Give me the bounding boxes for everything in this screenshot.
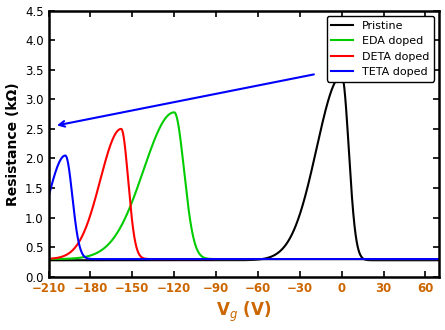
- EDA doped: [258, 257, 263, 261]
- TETA doped: [104, 257, 109, 261]
- EDA doped: [247, 257, 253, 261]
- DETA doped: [247, 257, 253, 261]
- Pristine: [233, 258, 238, 262]
- Line: EDA doped: EDA doped: [49, 112, 442, 259]
- DETA doped: [104, 155, 109, 159]
- TETA doped: [247, 257, 253, 261]
- EDA doped: [331, 257, 336, 261]
- TETA doped: [331, 257, 336, 261]
- TETA doped: [46, 194, 51, 198]
- EDA doped: [171, 110, 177, 114]
- DETA doped: [438, 257, 444, 261]
- X-axis label: V$_g$ (V): V$_g$ (V): [216, 300, 272, 324]
- EDA doped: [413, 257, 419, 261]
- TETA doped: [233, 257, 238, 261]
- Pristine: [46, 258, 51, 262]
- DETA doped: [118, 127, 124, 131]
- EDA doped: [438, 257, 444, 261]
- TETA doped: [440, 257, 445, 261]
- DETA doped: [440, 257, 445, 261]
- Line: DETA doped: DETA doped: [49, 129, 442, 259]
- Pristine: [339, 74, 344, 78]
- EDA doped: [233, 257, 238, 261]
- Pristine: [331, 82, 336, 86]
- Pristine: [438, 258, 444, 262]
- DETA doped: [233, 257, 238, 261]
- TETA doped: [63, 153, 68, 157]
- Y-axis label: Resistance (kΩ): Resistance (kΩ): [5, 82, 20, 206]
- Line: TETA doped: TETA doped: [49, 155, 442, 259]
- Pristine: [440, 258, 445, 262]
- Legend: Pristine, EDA doped, DETA doped, TETA doped: Pristine, EDA doped, DETA doped, TETA do…: [327, 16, 434, 82]
- TETA doped: [124, 257, 129, 261]
- DETA doped: [46, 257, 51, 261]
- Pristine: [247, 258, 252, 262]
- Pristine: [104, 258, 109, 262]
- Line: Pristine: Pristine: [49, 76, 442, 260]
- TETA doped: [413, 257, 419, 261]
- EDA doped: [104, 244, 109, 248]
- DETA doped: [331, 257, 336, 261]
- DETA doped: [180, 257, 186, 261]
- EDA doped: [440, 257, 445, 261]
- DETA doped: [413, 257, 419, 261]
- Pristine: [413, 258, 419, 262]
- EDA doped: [46, 257, 51, 261]
- TETA doped: [438, 257, 444, 261]
